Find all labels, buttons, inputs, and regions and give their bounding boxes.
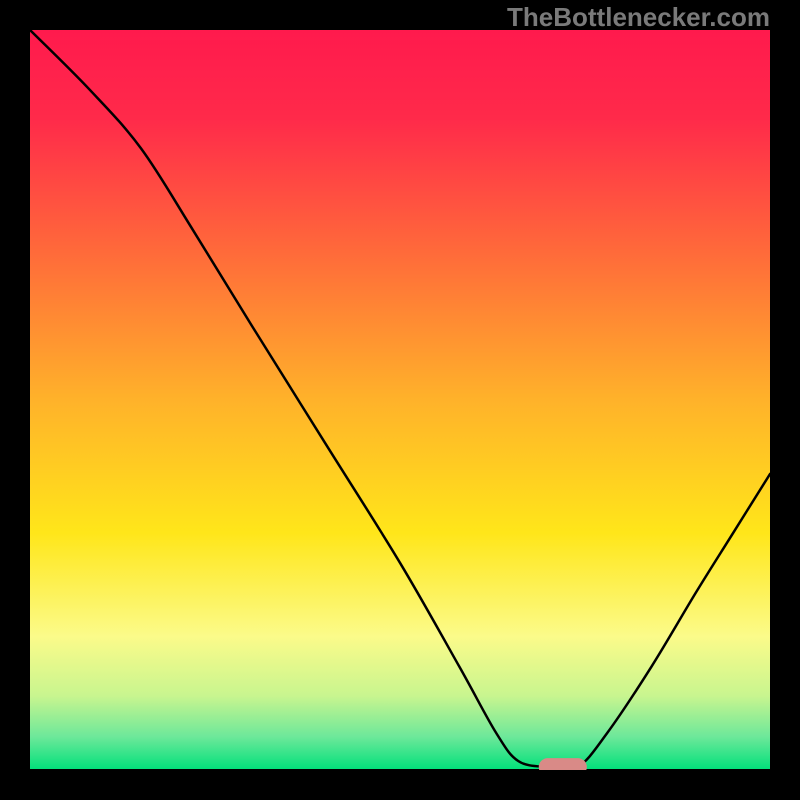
watermark-label: TheBottlenecker.com	[507, 2, 770, 33]
plot-area	[30, 30, 770, 770]
bottleneck-marker	[539, 758, 587, 770]
chart-root: TheBottlenecker.com	[0, 0, 800, 800]
gradient-background	[30, 30, 770, 770]
chart-svg	[30, 30, 770, 770]
